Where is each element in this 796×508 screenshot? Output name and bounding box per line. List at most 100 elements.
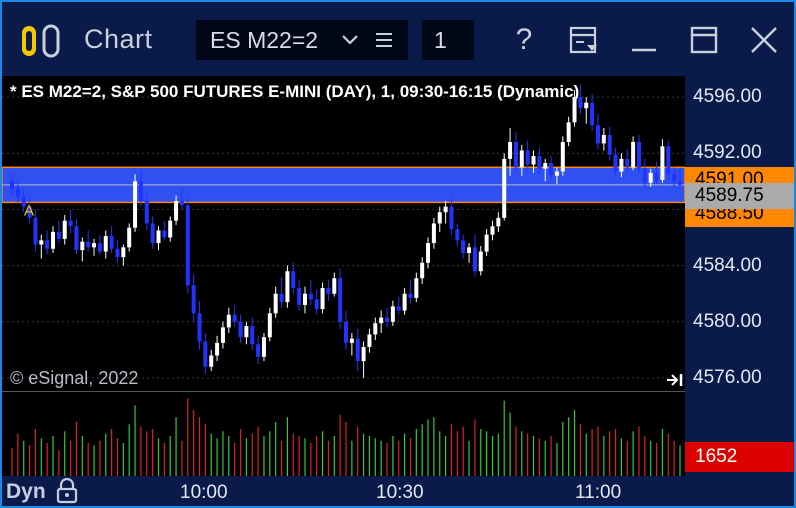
candle-body: [402, 293, 407, 311]
interval-input-value[interactable]: 1: [434, 27, 447, 53]
candle-body: [449, 206, 454, 230]
copyright-text: © eSignal, 2022: [10, 368, 139, 388]
close-icon[interactable]: [748, 24, 780, 56]
candle-body: [291, 271, 296, 289]
candle-body: [320, 288, 325, 310]
candle-body: [636, 142, 641, 169]
candle-body: [27, 206, 32, 218]
candle-body: [273, 293, 278, 314]
candle-body: [367, 334, 372, 348]
candle-body: [215, 342, 220, 356]
candle-body: [631, 142, 636, 168]
candle-body: [472, 247, 477, 272]
candle-body: [355, 338, 360, 362]
window-title: Chart: [84, 24, 153, 54]
candle-body: [484, 234, 489, 252]
candle-body: [537, 156, 542, 169]
price-tick-label: 4596.00: [693, 86, 762, 108]
candle-body: [426, 243, 431, 263]
candle-body: [232, 314, 237, 322]
dynamic-label[interactable]: Dyn: [6, 480, 46, 503]
candle-body: [133, 181, 138, 228]
candle-body: [390, 306, 395, 322]
maximize-icon[interactable]: [688, 24, 720, 56]
candle-body: [62, 220, 67, 239]
candle-body: [666, 146, 671, 175]
candle-body: [379, 317, 384, 324]
candle-body: [478, 251, 483, 272]
candle-body: [525, 150, 530, 165]
candle-body: [203, 341, 208, 367]
candle-body: [86, 241, 91, 248]
candle-body: [261, 337, 266, 357]
minimize-icon[interactable]: [628, 24, 660, 56]
lock-icon[interactable]: [56, 478, 78, 504]
candle-body: [92, 243, 97, 248]
candle-body: [156, 230, 161, 244]
time-tick-1000: 10:00: [180, 482, 228, 503]
title-bar[interactable]: Chart ES M22=2 1 ?: [2, 2, 794, 76]
candle-body: [285, 271, 290, 303]
candle-body: [601, 134, 606, 144]
candle-body: [56, 231, 61, 239]
candle-body: [191, 285, 196, 314]
help-icon[interactable]: ?: [515, 23, 533, 56]
candle-body: [543, 163, 548, 169]
candle-body: [584, 102, 589, 109]
candle-body: [361, 347, 366, 362]
chart-header: * ES M22=2, S&P 500 FUTURES E-MINI (DAY)…: [10, 82, 580, 101]
menu-icon[interactable]: [374, 30, 394, 50]
candle-body: [467, 247, 472, 253]
scroll-to-end-icon[interactable]: [666, 372, 684, 388]
candle-body: [297, 288, 302, 305]
price-tick-label: 4584.00: [693, 254, 762, 276]
candle-body: [74, 226, 79, 251]
price-tick-label: 4580.00: [693, 310, 762, 332]
page-setup-icon[interactable]: [568, 24, 600, 56]
candle-body: [80, 241, 85, 251]
last-price-badge: 4589.75: [685, 183, 794, 209]
time-axis[interactable]: Dyn 10:00 10:30 11:00: [2, 476, 794, 506]
candle-body: [302, 293, 307, 305]
candle-body: [308, 293, 313, 300]
candle-body: [68, 220, 73, 227]
candle-body: [595, 125, 600, 144]
candle-body: [10, 181, 14, 189]
price-axis[interactable]: 4596.004592.004588.004584.004580.004576.…: [685, 76, 794, 392]
candle-body: [619, 158, 624, 172]
candle-body: [554, 171, 559, 176]
pane-divider[interactable]: [2, 391, 685, 392]
candle-body: [244, 325, 249, 338]
link-icon[interactable]: [20, 24, 66, 58]
candle-body: [51, 231, 56, 249]
candle-body: [103, 236, 108, 252]
candle-body: [21, 196, 26, 207]
candle-body: [414, 278, 419, 298]
candle-body: [461, 240, 466, 253]
candle-body: [590, 102, 595, 126]
interval-field[interactable]: 1: [422, 20, 474, 60]
candle-body: [127, 227, 132, 248]
candle-body: [642, 168, 647, 183]
price-chart[interactable]: A: [2, 76, 685, 392]
symbol-input-value[interactable]: ES M22=2: [210, 27, 319, 53]
candle-body: [226, 314, 231, 328]
candle-body: [314, 299, 319, 310]
candle-body: [197, 313, 202, 342]
candle-body: [678, 181, 682, 185]
candle-body: [168, 220, 173, 238]
volume-chart[interactable]: [2, 392, 685, 476]
candle-body: [373, 323, 378, 335]
candle-body: [256, 344, 261, 357]
volume-badge: 1652: [685, 442, 794, 472]
symbol-field[interactable]: ES M22=2: [196, 20, 408, 60]
candle-body: [138, 181, 143, 201]
candle-body: [150, 223, 155, 244]
candle-body: [513, 142, 518, 168]
price-tick-label: 4576.00: [693, 366, 762, 388]
candle-body: [185, 205, 190, 286]
candle-body: [654, 172, 659, 180]
chevron-down-icon[interactable]: [340, 30, 360, 50]
annotation-label: A: [24, 202, 34, 219]
